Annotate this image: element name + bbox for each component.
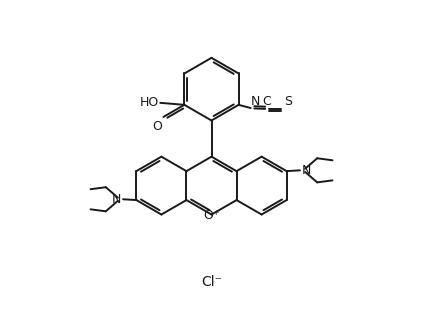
Text: N: N: [251, 95, 261, 108]
Text: N: N: [112, 193, 121, 206]
Text: N: N: [302, 164, 311, 177]
Text: Cl⁻: Cl⁻: [201, 275, 222, 289]
Text: S: S: [284, 95, 291, 109]
Text: O⁺: O⁺: [203, 209, 220, 222]
Text: C: C: [262, 95, 271, 109]
Text: HO: HO: [140, 96, 159, 109]
Text: O: O: [152, 120, 162, 133]
